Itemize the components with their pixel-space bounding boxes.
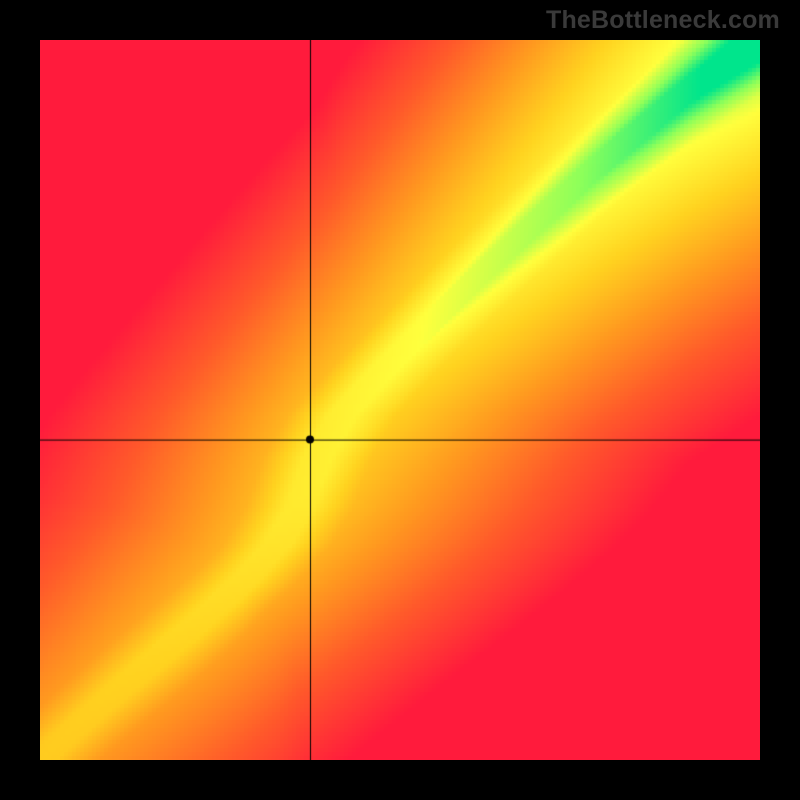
watermark-label: TheBottleneck.com (546, 6, 780, 35)
chart-container: TheBottleneck.com (0, 0, 800, 800)
heatmap-canvas (40, 40, 760, 760)
